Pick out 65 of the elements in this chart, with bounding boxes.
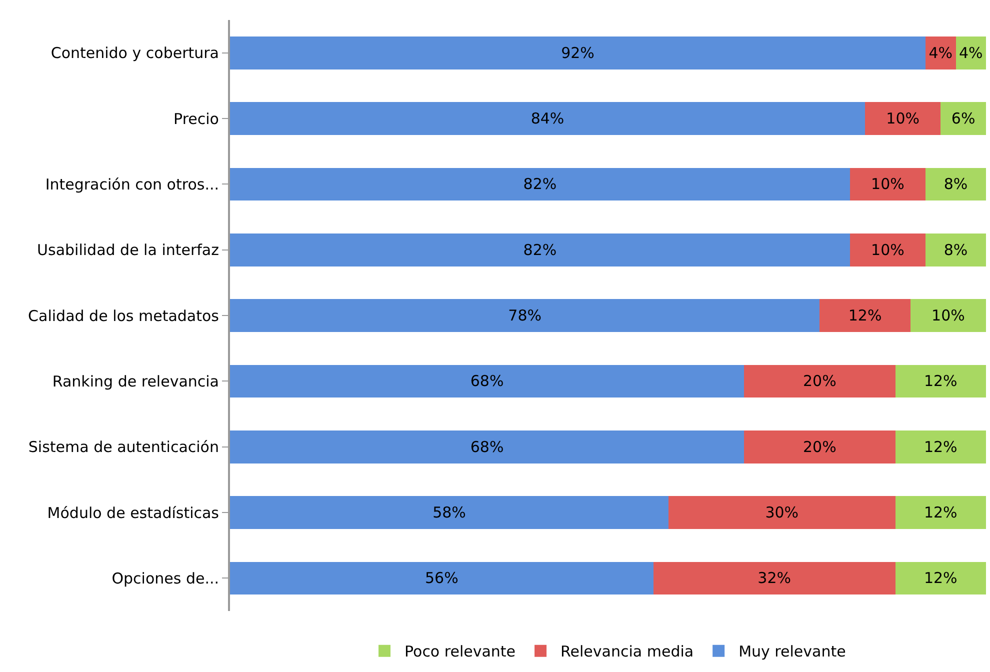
data-label: 78% (508, 306, 542, 324)
bar (230, 36, 926, 70)
bar (230, 430, 744, 464)
legend-label: Poco relevante (404, 642, 516, 661)
bar (668, 496, 896, 529)
y-tick-label: Integración con otros... (45, 175, 219, 194)
data-label: 20% (803, 438, 836, 456)
y-tick-label: Calidad de los metadatos (28, 306, 220, 325)
bar (926, 36, 956, 70)
data-label: 12% (924, 372, 958, 390)
data-label: 12% (848, 306, 882, 324)
bar (820, 299, 910, 332)
data-label: 32% (758, 569, 791, 588)
data-label: 6% (951, 110, 976, 128)
bar (744, 364, 896, 398)
bar (230, 102, 866, 135)
data-label: 10% (886, 110, 920, 128)
data-label: 82% (523, 240, 557, 259)
bar (850, 233, 926, 266)
bar (865, 102, 941, 135)
data-label: 58% (432, 504, 466, 522)
data-label: 12% (924, 569, 958, 588)
data-label: 12% (924, 438, 958, 456)
bar (926, 233, 986, 266)
data-label: 10% (871, 240, 904, 259)
legend-label: Muy relevante (738, 642, 846, 661)
data-label: 10% (932, 306, 965, 324)
data-label: 4% (928, 44, 953, 62)
data-label: 56% (425, 569, 458, 588)
bar (895, 430, 986, 464)
bar (653, 562, 896, 595)
bar (230, 364, 744, 398)
bar (230, 496, 668, 529)
bar (230, 233, 850, 266)
data-label: 68% (470, 372, 504, 390)
data-label: 20% (803, 372, 836, 390)
bar (940, 102, 986, 135)
y-tick-label: Usabilidad de la interfaz (37, 241, 220, 260)
data-label: 30% (765, 504, 799, 522)
data-label: 84% (530, 110, 564, 128)
y-tick-label: Contenido y cobertura (50, 44, 219, 62)
bar (230, 168, 850, 201)
y-tick-label: Sistema de autenticación (28, 438, 219, 456)
bar (895, 562, 986, 595)
data-label: 8% (944, 175, 968, 194)
bar (744, 430, 896, 464)
data-label: 12% (924, 504, 958, 522)
bar (895, 496, 986, 529)
y-tick-label: Ranking de relevancia (52, 372, 219, 390)
data-label: 4% (958, 44, 983, 62)
legend-label: Relevancia media (560, 642, 694, 661)
data-label: 68% (470, 438, 504, 456)
bar (850, 168, 926, 201)
bar (910, 299, 986, 332)
data-label: 10% (871, 175, 904, 194)
data-label: 92% (561, 44, 594, 62)
y-tick-label: Módulo de estadísticas (47, 504, 220, 522)
y-tick-label: Opciones de... (112, 569, 219, 588)
bar (895, 364, 986, 398)
bar (926, 168, 986, 201)
data-label: 82% (523, 175, 557, 194)
data-label: 8% (944, 240, 968, 259)
y-tick-label: Precio (174, 110, 219, 128)
bar (230, 562, 654, 595)
bar (230, 299, 820, 332)
